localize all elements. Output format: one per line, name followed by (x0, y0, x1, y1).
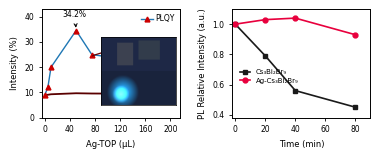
Cs₃Bi₂Br₉ (353, 106, 358, 108)
Ag-Cs₃Bi₂Br₉ (293, 17, 297, 19)
Ag-Cs₃Bi₂Br₉ (263, 19, 268, 21)
Ag-Cs₃Bi₂Br₉ (233, 23, 237, 25)
Y-axis label: PL Relative Intensity (a.u.): PL Relative Intensity (a.u.) (198, 8, 207, 119)
X-axis label: Time (min): Time (min) (279, 140, 324, 149)
Legend: PLQY: PLQY (140, 13, 176, 25)
Legend: Cs₃Bi₂Br₉, Ag-Cs₃Bi₂Br₉: Cs₃Bi₂Br₉, Ag-Cs₃Bi₂Br₉ (239, 68, 300, 85)
Cs₃Bi₂Br₉ (293, 90, 297, 92)
Line: Ag-Cs₃Bi₂Br₉: Ag-Cs₃Bi₂Br₉ (233, 16, 358, 37)
X-axis label: Ag-TOP (μL): Ag-TOP (μL) (86, 140, 135, 149)
Text: 34.2%: 34.2% (63, 10, 87, 27)
Cs₃Bi₂Br₉ (233, 23, 237, 25)
Line: Cs₃Bi₂Br₉: Cs₃Bi₂Br₉ (233, 22, 358, 110)
Ag-Cs₃Bi₂Br₉ (353, 34, 358, 36)
Cs₃Bi₂Br₉ (263, 55, 268, 57)
Y-axis label: Intensity (%): Intensity (%) (9, 37, 19, 90)
